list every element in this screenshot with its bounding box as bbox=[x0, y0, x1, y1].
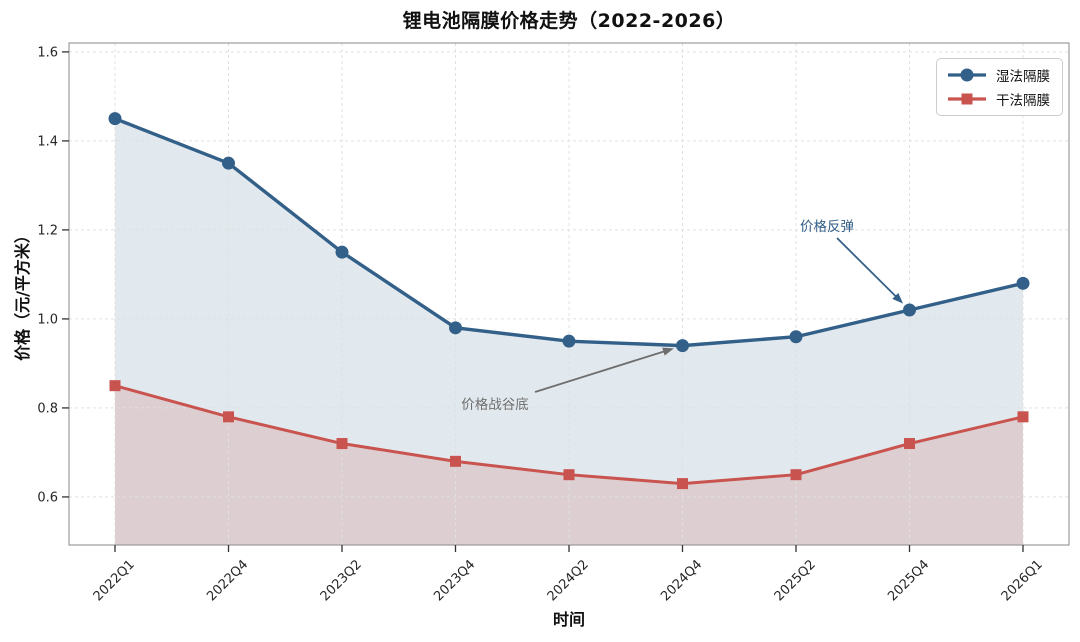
legend-label: 干法隔膜 bbox=[996, 93, 1050, 109]
line-circle-marker-icon bbox=[946, 67, 988, 83]
legend-item-dry: 干法隔膜 bbox=[946, 88, 1053, 110]
legend-item-wet: 湿法隔膜 bbox=[946, 64, 1053, 86]
series-0-marker bbox=[562, 334, 576, 348]
annotation-arrow bbox=[836, 237, 899, 299]
series-1-marker bbox=[563, 469, 575, 481]
x-tick-label: 2022Q1 bbox=[91, 557, 138, 604]
annotation-arrowhead bbox=[892, 292, 904, 304]
series-1-marker bbox=[1017, 411, 1029, 423]
x-tick-label: 2026Q1 bbox=[999, 557, 1046, 604]
y-tick-label: 1.4 bbox=[37, 134, 58, 149]
y-tick-label: 1.2 bbox=[37, 223, 58, 238]
x-tick-label: 2025Q4 bbox=[885, 557, 932, 604]
x-tick-label: 2024Q2 bbox=[545, 557, 592, 604]
x-axis-label: 时间 bbox=[552, 610, 585, 629]
series-1-marker bbox=[904, 438, 915, 450]
series-1-marker bbox=[223, 411, 234, 423]
x-tick-label: 2022Q4 bbox=[204, 557, 251, 604]
series-1-marker bbox=[677, 478, 688, 490]
series-0-marker bbox=[449, 321, 462, 335]
annotation-arrow bbox=[534, 349, 667, 393]
annotation-text: 价格战谷底 bbox=[461, 397, 529, 413]
series-0-marker bbox=[108, 112, 122, 126]
x-tick-label: 2023Q2 bbox=[318, 557, 365, 604]
series-0-marker bbox=[676, 339, 689, 353]
chart-title: 锂电池隔膜价格走势（2022-2026） bbox=[402, 10, 736, 32]
series-1-marker bbox=[109, 380, 121, 392]
x-tick-label: 2025Q2 bbox=[772, 557, 819, 604]
y-tick-label: 0.8 bbox=[37, 401, 58, 416]
series-0-marker bbox=[1016, 276, 1030, 290]
y-tick-label: 1.0 bbox=[37, 312, 58, 327]
line-square-marker-icon bbox=[946, 91, 988, 107]
x-tick-label: 2023Q4 bbox=[431, 557, 478, 604]
annotation-arrowhead bbox=[662, 347, 674, 356]
series-0-marker bbox=[789, 330, 803, 344]
y-axis-label: 价格（元/平方米） bbox=[13, 227, 32, 361]
series-0-marker bbox=[903, 303, 916, 317]
legend-label: 湿法隔膜 bbox=[996, 69, 1050, 85]
annotation-text: 价格反弹 bbox=[800, 219, 854, 235]
y-tick-label: 1.6 bbox=[37, 45, 58, 60]
series-1-marker bbox=[790, 469, 802, 481]
series-1-marker bbox=[336, 438, 348, 450]
y-tick-label: 0.6 bbox=[37, 490, 58, 505]
series-1-marker bbox=[450, 455, 461, 467]
x-tick-label: 2024Q4 bbox=[658, 557, 705, 604]
series-0-marker bbox=[222, 156, 235, 170]
legend: 湿法隔膜 干法隔膜 bbox=[936, 58, 1063, 116]
series-0-marker bbox=[335, 245, 349, 259]
